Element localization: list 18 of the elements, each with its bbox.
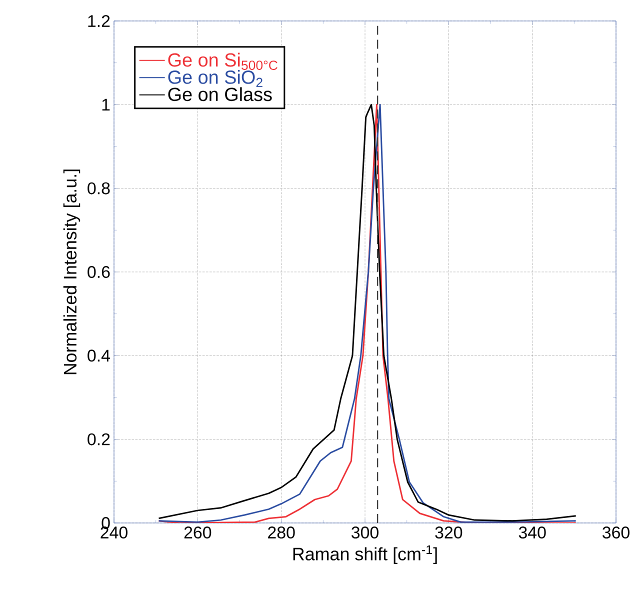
y-tick-label: 0.2 <box>88 433 110 446</box>
x-tick-label: 360 <box>602 526 630 538</box>
y-tick-label: 0.6 <box>88 266 110 278</box>
y-axis-title: Normalized Intensity [a.u.] <box>63 170 80 374</box>
y-tick-label: 0.4 <box>88 350 110 362</box>
x-axis-title: Raman shift [cm$^{-1}$] <box>293 545 437 564</box>
y-tick-label: 1 <box>102 98 110 110</box>
x-tick-label: 280 <box>268 526 295 538</box>
x-tick-label: 300 <box>352 526 378 538</box>
y-tick-label: 1.2 <box>88 15 110 27</box>
x-tick-label: 340 <box>518 526 546 538</box>
x-tick-label: 240 <box>100 526 128 538</box>
legend-label: Ge on Si$_{500°C}$ <box>168 52 278 70</box>
legend-label: Ge on SiO$_{2}$ <box>168 70 262 88</box>
y-tick-label: 0.8 <box>88 182 110 194</box>
x-tick-label: 260 <box>184 526 212 538</box>
legend-label: Ge on Glass <box>168 87 272 102</box>
x-tick-label: 320 <box>435 526 462 538</box>
